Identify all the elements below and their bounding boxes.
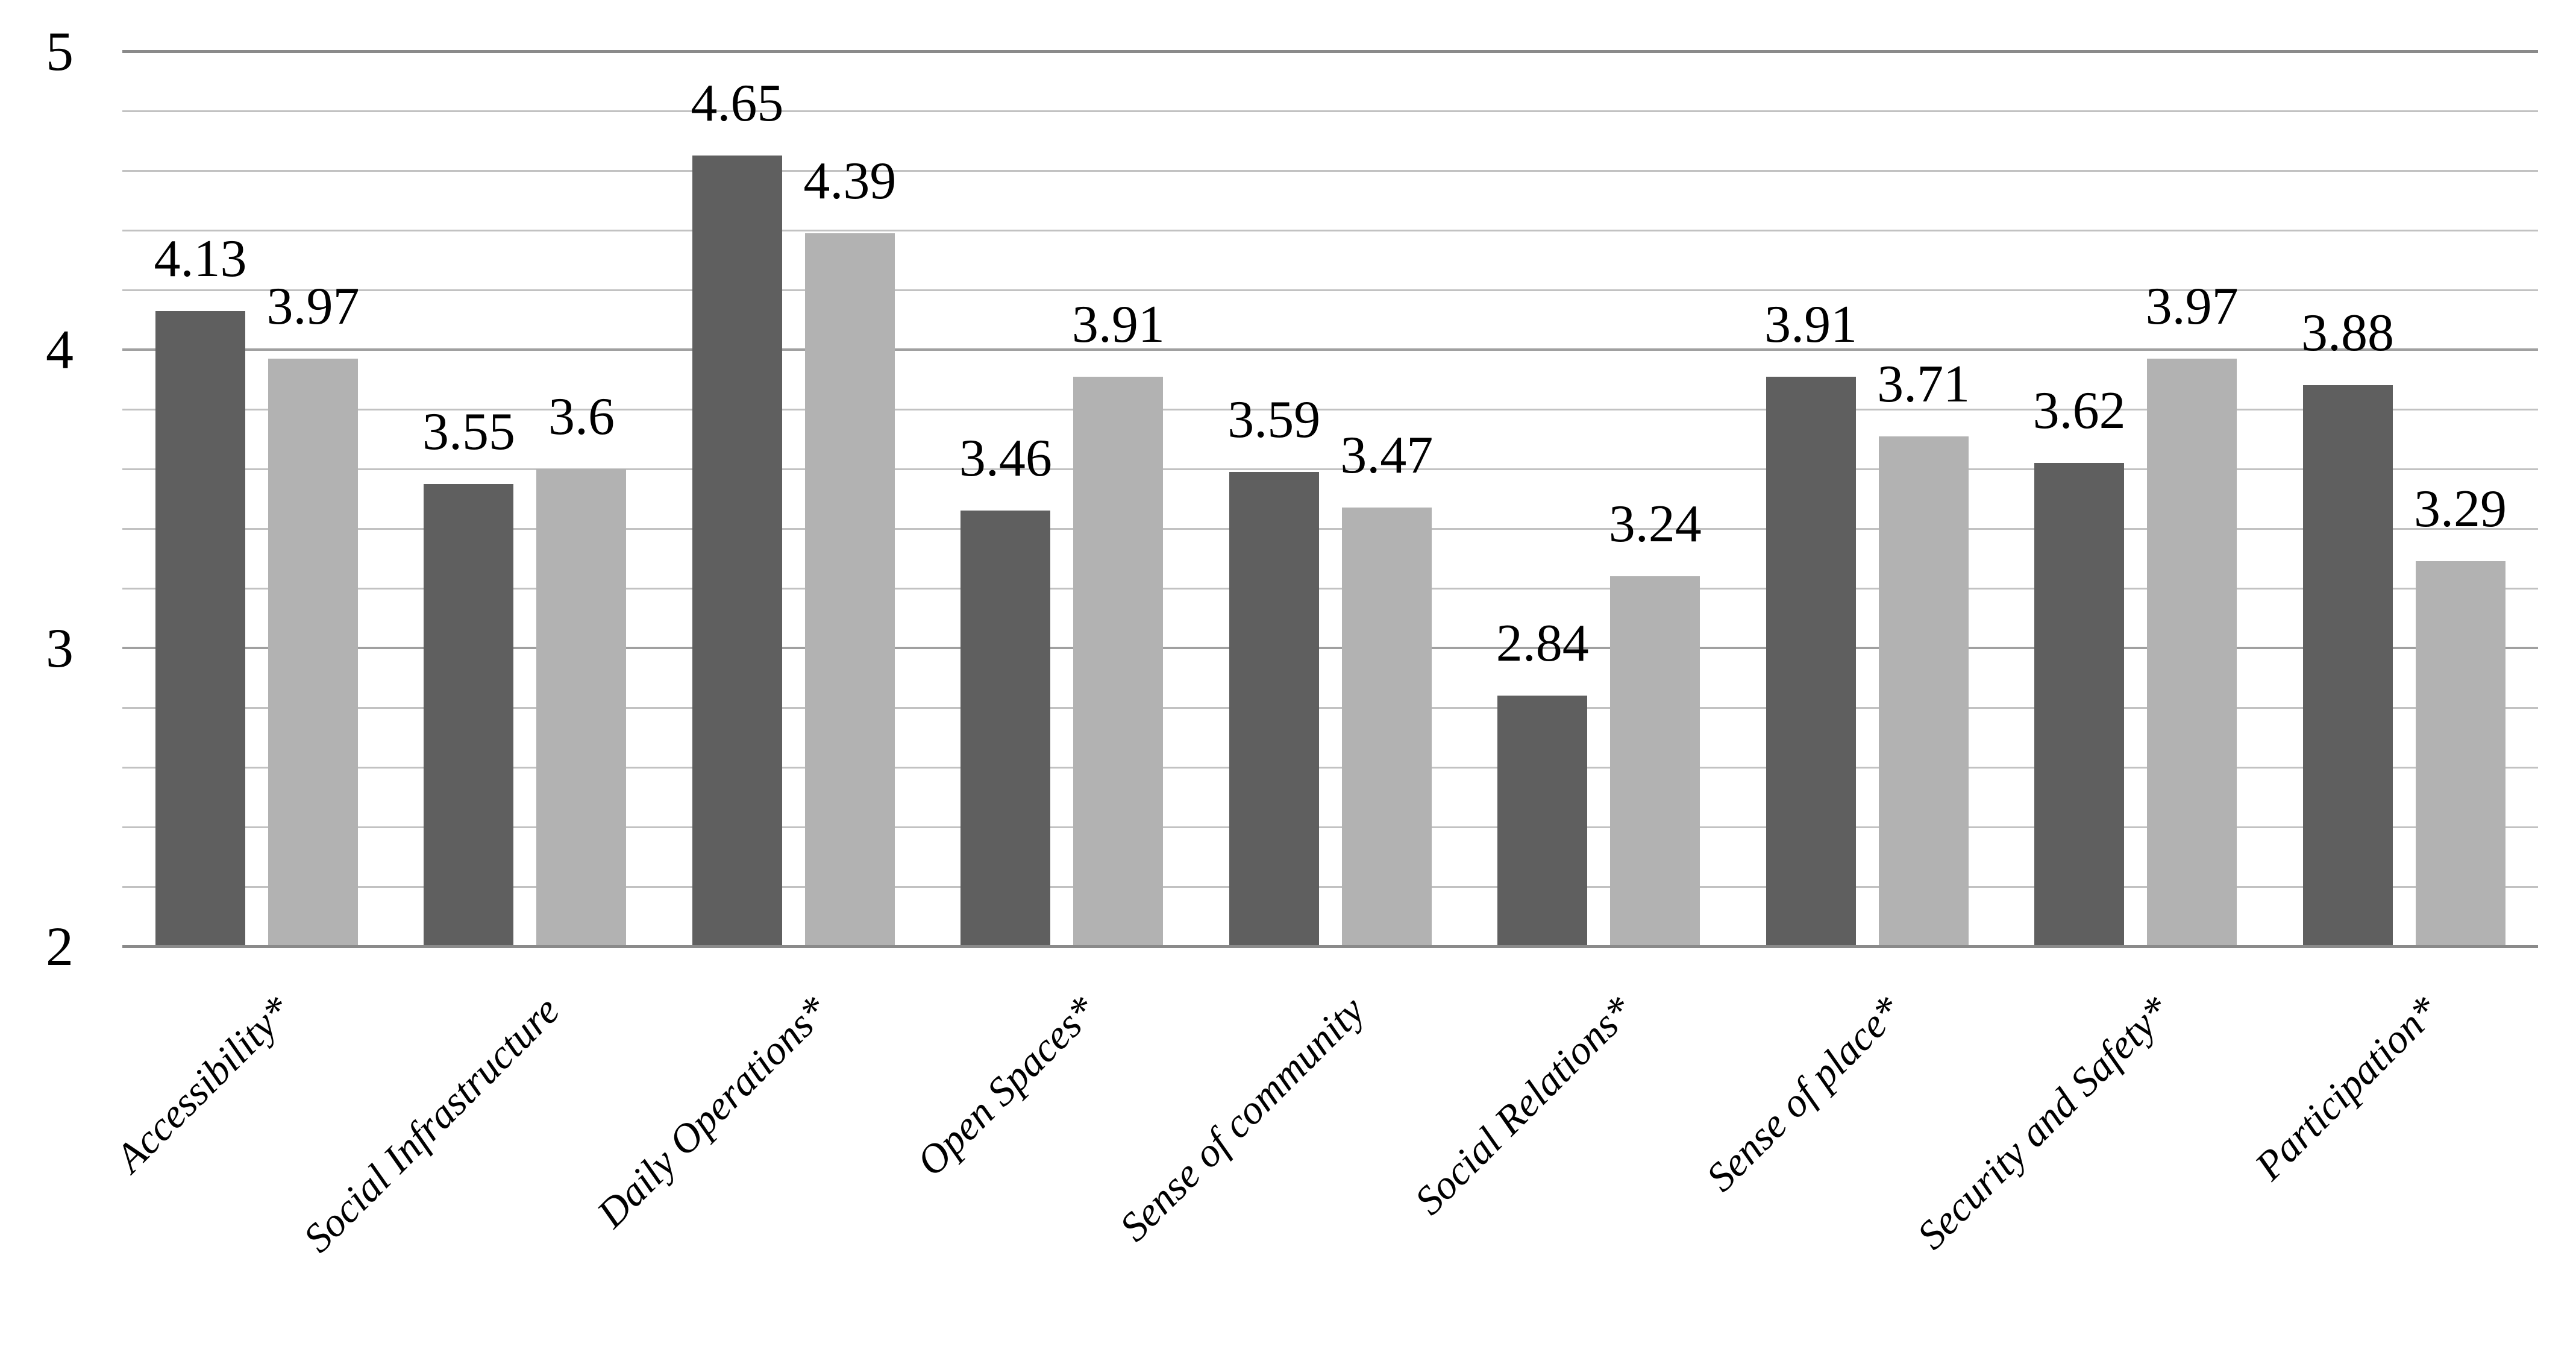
category-label: Social Infrastructure xyxy=(294,987,568,1261)
x-axis-line xyxy=(122,945,2538,948)
gridline xyxy=(122,766,2538,769)
gridline xyxy=(122,229,2538,231)
value-label: 4.65 xyxy=(691,74,784,133)
value-label: 2.84 xyxy=(1496,614,1589,673)
bar-light xyxy=(804,233,895,946)
value-label: 3.71 xyxy=(1877,354,1970,413)
value-label: 4.13 xyxy=(154,229,247,288)
value-label: 3.29 xyxy=(2414,480,2507,539)
bar-light xyxy=(1610,576,1700,946)
bar-light xyxy=(1073,376,1164,946)
value-label: 3.46 xyxy=(959,429,1052,488)
value-label: 3.24 xyxy=(1608,495,1702,554)
bar-dark xyxy=(692,156,782,946)
category-label: Sense of place* xyxy=(1697,987,1911,1200)
category-label: Security and Safety* xyxy=(1908,987,2179,1258)
bar-dark xyxy=(1229,471,1319,946)
bar-light xyxy=(1878,436,1969,946)
value-label: 3.55 xyxy=(422,402,515,461)
y-tick-label: 3 xyxy=(46,617,74,679)
y-tick-label: 2 xyxy=(46,916,74,977)
gridline xyxy=(122,169,2538,172)
y-tick-label: 5 xyxy=(46,20,74,82)
value-label: 3.88 xyxy=(2301,304,2395,363)
category-label: Sense of community xyxy=(1111,987,1374,1250)
gridline xyxy=(122,348,2538,351)
category-label: Social Relations* xyxy=(1405,987,1642,1224)
category-label: Participation* xyxy=(2245,987,2447,1189)
gridline xyxy=(122,49,2538,53)
category-label: Accessibility* xyxy=(106,987,300,1181)
gridline xyxy=(122,110,2538,112)
gridline xyxy=(122,527,2538,530)
value-label: 3.91 xyxy=(1764,295,1858,354)
gridline xyxy=(122,468,2538,470)
value-label: 3.47 xyxy=(1340,426,1434,485)
bar-dark xyxy=(155,310,245,946)
gridline xyxy=(122,289,2538,291)
value-label: 3.62 xyxy=(2032,382,2126,441)
bar-dark xyxy=(2034,463,2125,946)
gridline xyxy=(122,706,2538,709)
bar-light xyxy=(536,469,627,946)
y-tick-label: 4 xyxy=(46,319,74,380)
value-label: 3.97 xyxy=(266,277,360,336)
category-label: Open Spaces* xyxy=(907,987,1105,1185)
gridline xyxy=(122,826,2538,828)
bar-light xyxy=(2147,358,2237,946)
value-label: 3.97 xyxy=(2145,277,2239,336)
gridline xyxy=(122,647,2538,649)
gridline xyxy=(122,885,2538,888)
bar-light xyxy=(2415,561,2505,946)
gridline xyxy=(122,408,2538,410)
value-label: 3.6 xyxy=(548,388,615,446)
value-label: 3.59 xyxy=(1227,390,1321,449)
bar-dark xyxy=(1497,696,1588,946)
category-label: Daily Operations* xyxy=(588,987,837,1236)
bar-dark xyxy=(1766,376,1856,946)
value-label: 4.39 xyxy=(803,151,897,210)
bar-dark xyxy=(424,483,514,946)
bar-light xyxy=(268,358,358,946)
bar-dark xyxy=(2302,385,2393,946)
bar-dark xyxy=(961,511,1051,946)
value-label: 3.91 xyxy=(1071,295,1165,354)
bar-light xyxy=(1341,508,1432,946)
gridline xyxy=(122,587,2538,590)
